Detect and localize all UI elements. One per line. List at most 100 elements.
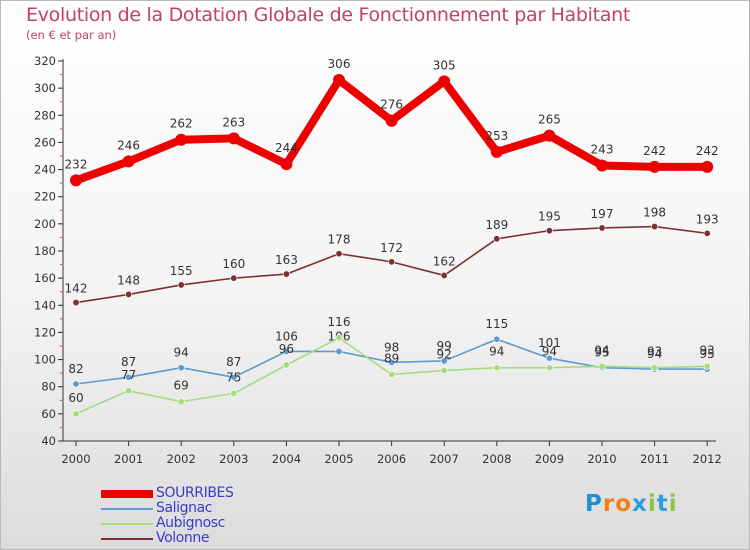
y-tick-label: 40 <box>41 434 56 448</box>
data-point <box>280 158 293 171</box>
data-point <box>493 235 501 243</box>
data-label: 163 <box>275 253 298 267</box>
x-tick-label: 2002 <box>167 452 196 466</box>
x-tick-label: 2012 <box>693 452 722 466</box>
x-tick-label: 2001 <box>114 452 143 466</box>
x-tick-label: 2008 <box>482 452 511 466</box>
data-label: 94 <box>647 347 662 361</box>
data-label: 148 <box>117 273 140 287</box>
data-point <box>125 373 133 381</box>
logo-letter: t <box>656 491 669 517</box>
data-label: 244 <box>275 141 298 155</box>
data-label: 87 <box>226 355 241 369</box>
data-point <box>175 133 188 146</box>
data-label: 95 <box>594 346 609 360</box>
data-point <box>230 389 238 397</box>
data-point <box>282 270 290 278</box>
y-tick-label: 80 <box>41 380 56 394</box>
data-point <box>703 229 711 237</box>
data-label: 306 <box>328 57 351 71</box>
data-label: 87 <box>121 355 136 369</box>
y-tick-label: 180 <box>34 244 56 258</box>
data-point <box>545 354 553 362</box>
data-point <box>545 364 553 372</box>
data-point <box>72 299 80 307</box>
data-label: 193 <box>696 212 719 226</box>
legend-label: Aubignosc <box>156 515 225 531</box>
proxiti-logo: Proxiti <box>585 491 678 517</box>
data-point <box>125 387 133 395</box>
legend-label: SOURRIBES <box>156 485 234 501</box>
x-tick-label: 2006 <box>377 452 406 466</box>
data-label: 262 <box>170 117 193 131</box>
data-point <box>385 114 398 127</box>
data-label: 89 <box>384 352 399 366</box>
data-point <box>72 410 80 418</box>
data-label: 93 <box>647 345 662 359</box>
data-label: 243 <box>591 143 614 157</box>
x-tick-label: 2010 <box>587 452 616 466</box>
data-point <box>701 160 714 173</box>
data-point <box>335 250 343 258</box>
data-label: 94 <box>594 343 609 357</box>
chart-subtitle: (en € et par an) <box>26 28 117 42</box>
data-point <box>333 74 345 86</box>
data-point <box>282 347 290 355</box>
data-label: 195 <box>538 210 561 224</box>
data-label: 242 <box>643 144 666 158</box>
data-point <box>493 335 501 343</box>
data-point <box>72 380 80 388</box>
data-point <box>703 362 711 370</box>
y-tick-label: 140 <box>34 298 56 312</box>
series-sourribes: 232 246 262 263 244 306 276 305 253 265 243 242 242 <box>65 57 719 187</box>
x-tick-label: 2011 <box>640 452 669 466</box>
y-tick-label: 220 <box>34 190 56 204</box>
data-label: 98 <box>384 340 399 354</box>
y-tick-label: 300 <box>34 81 56 95</box>
y-tick-label: 120 <box>34 325 56 339</box>
data-label: 99 <box>437 339 452 353</box>
data-point <box>125 290 133 298</box>
legend-label: Salignac <box>156 500 213 516</box>
data-label: 232 <box>65 157 88 171</box>
y-tick-label: 60 <box>41 407 56 421</box>
data-point <box>230 373 238 381</box>
data-label: 92 <box>437 347 452 361</box>
chart-title: Evolution de la Dotation Globale de Fonc… <box>26 4 631 26</box>
data-point <box>335 334 343 342</box>
y-tick-label: 100 <box>34 353 56 367</box>
data-label: 253 <box>485 129 508 143</box>
data-label: 82 <box>68 362 83 376</box>
data-point <box>440 366 448 374</box>
series-volonne: 142 148 155 160 163 178 172 162 189 195 197 198 193 <box>65 206 719 307</box>
data-point <box>648 160 661 173</box>
logo-letter: x <box>632 491 648 517</box>
x-tick-label: 2009 <box>535 452 564 466</box>
y-tick-label: 320 <box>34 54 56 68</box>
data-label: 305 <box>433 58 456 72</box>
data-point <box>543 129 556 142</box>
data-label: 242 <box>696 144 719 158</box>
data-point <box>230 274 238 282</box>
data-label: 155 <box>170 264 193 278</box>
logo-letter: P <box>585 491 603 517</box>
data-point <box>545 227 553 235</box>
data-point <box>651 223 659 231</box>
x-tick-label: 2003 <box>219 452 248 466</box>
data-point <box>282 361 290 369</box>
data-point <box>335 347 343 355</box>
data-label: 265 <box>538 113 561 127</box>
data-label: 178 <box>328 233 351 247</box>
data-label: 276 <box>380 98 403 112</box>
data-point <box>440 271 448 279</box>
x-tick-label: 2000 <box>61 452 90 466</box>
legend-label: Volonne <box>156 530 210 546</box>
legend-swatch <box>101 523 153 525</box>
data-label: 60 <box>68 391 83 405</box>
logo-letter: i <box>668 491 678 517</box>
data-label: 189 <box>485 218 508 232</box>
logo-letter: o <box>615 491 633 517</box>
data-label: 94 <box>489 345 504 359</box>
